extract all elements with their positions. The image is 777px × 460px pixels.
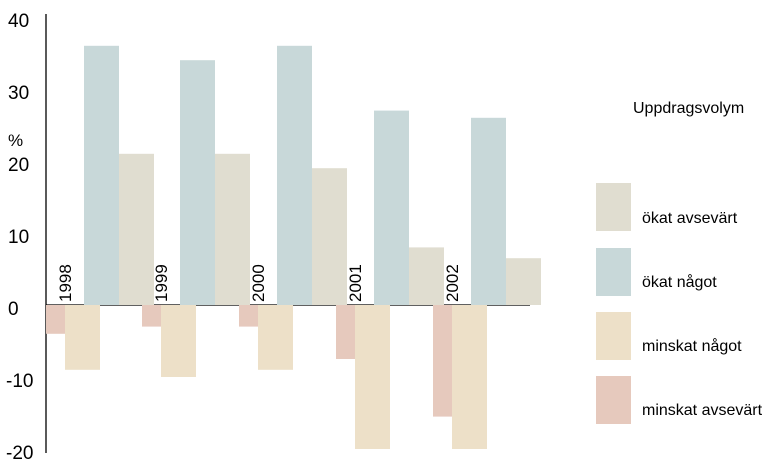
bar-okat-avsevart bbox=[215, 153, 250, 305]
y-tick-label: 10 bbox=[8, 227, 29, 248]
legend-label: ökat något bbox=[642, 273, 717, 291]
bar-minskat-nagot bbox=[161, 305, 196, 377]
legend-label: minskat något bbox=[642, 337, 742, 355]
bar-minskat-nagot bbox=[258, 305, 293, 370]
y-tick-label: -20 bbox=[6, 443, 33, 460]
y-tick-label: -10 bbox=[6, 371, 33, 392]
legend-swatch-okat-avsevart bbox=[596, 183, 631, 231]
bar-okat-nagot bbox=[374, 110, 409, 305]
bar-okat-avsevart bbox=[312, 168, 347, 305]
bar-okat-avsevart bbox=[119, 153, 154, 305]
y-tick-label: 40 bbox=[8, 11, 29, 32]
bar-okat-avsevart bbox=[506, 258, 541, 305]
bar-okat-nagot bbox=[180, 60, 215, 306]
legend: ökat avsevärt ökat något minskat något m… bbox=[596, 183, 763, 424]
year-label: 2001 bbox=[346, 264, 365, 302]
legend-swatch-minskat-avsevart bbox=[596, 376, 631, 424]
bar-minskat-nagot bbox=[355, 305, 390, 449]
year-label: 1998 bbox=[56, 264, 75, 302]
chart-title: Uppdragsvolym bbox=[633, 100, 744, 117]
y-axis-label: % bbox=[8, 131, 23, 150]
bar-okat-avsevart bbox=[409, 247, 444, 305]
y-tick-label: 30 bbox=[8, 83, 29, 104]
year-label: 2002 bbox=[443, 264, 462, 302]
bar-minskat-nagot bbox=[65, 305, 100, 370]
year-labels-group: 1998 1999 2000 2001 2002 bbox=[56, 264, 462, 302]
bars-group bbox=[46, 45, 541, 449]
bar-okat-nagot bbox=[277, 45, 312, 306]
y-tick-label: 0 bbox=[8, 299, 19, 320]
y-tick-label: 20 bbox=[8, 155, 29, 176]
year-label: 2000 bbox=[249, 264, 268, 302]
legend-label: ökat avsevärt bbox=[642, 210, 738, 227]
legend-swatch-okat-nagot bbox=[596, 248, 631, 296]
bar-okat-nagot bbox=[471, 117, 506, 305]
bar-okat-nagot bbox=[84, 45, 119, 306]
bar-minskat-nagot bbox=[452, 305, 487, 449]
legend-label: minskat avsevärt bbox=[642, 402, 763, 419]
legend-swatch-minskat-nagot bbox=[596, 312, 631, 360]
year-label: 1999 bbox=[152, 264, 171, 302]
